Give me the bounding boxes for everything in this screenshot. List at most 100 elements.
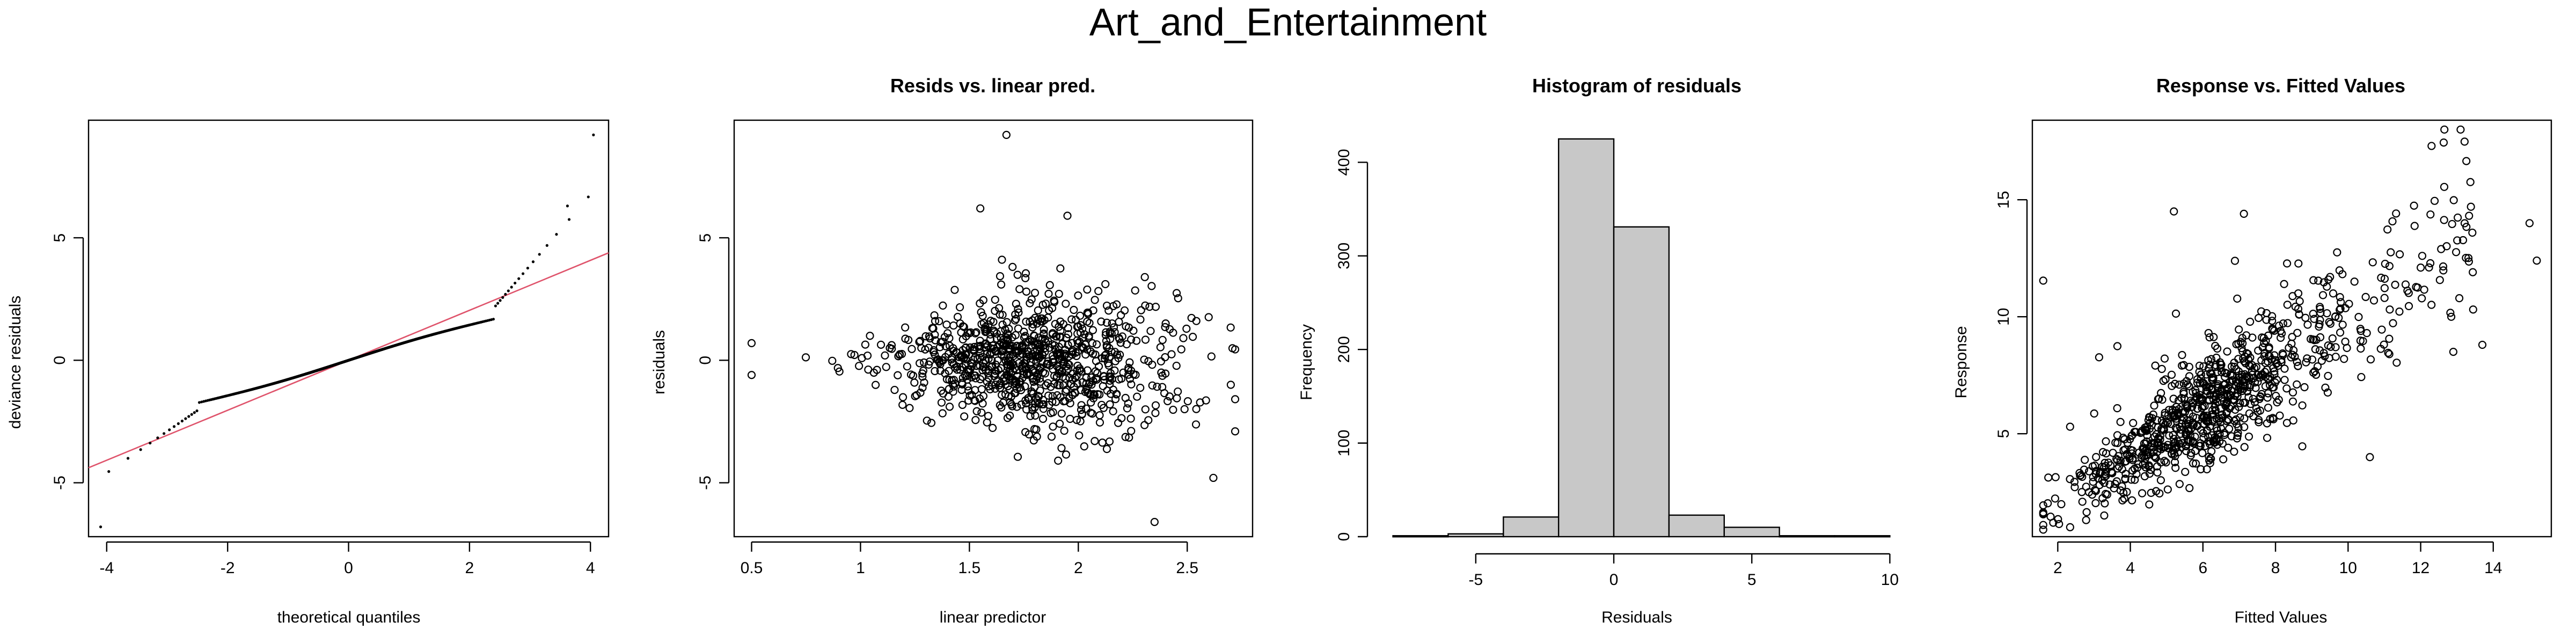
residual-point	[1125, 433, 1133, 442]
fitted-point	[2377, 273, 2385, 282]
fitted-point	[2354, 313, 2363, 321]
fitted-point	[2234, 355, 2243, 363]
x-tick-label: 10	[2339, 559, 2357, 577]
residual-point	[1049, 422, 1057, 431]
fitted-point	[2465, 211, 2473, 220]
fitted-point	[2145, 413, 2154, 421]
fitted-point	[2377, 325, 2386, 334]
residual-point	[1034, 306, 1042, 314]
residual-point	[1040, 329, 1048, 338]
fitted-point	[2173, 409, 2182, 419]
residual-point	[1050, 379, 1059, 388]
figure-title: Art_and_Entertainment	[1089, 1, 1487, 44]
residual-point	[1163, 397, 1172, 406]
fitted-point	[2288, 350, 2297, 359]
residual-point	[918, 383, 927, 392]
residual-point	[1145, 303, 1154, 311]
panel-2-ylabel: residuals	[650, 330, 668, 394]
residual-point	[1024, 368, 1033, 377]
fitted-point	[2311, 345, 2319, 354]
panel-3-title: Histogram of residuals	[1532, 75, 1741, 97]
residual-point	[1124, 370, 1133, 379]
fitted-point	[2331, 343, 2340, 352]
qq-point	[538, 253, 541, 256]
fitted-point	[2183, 380, 2192, 389]
residual-point	[991, 295, 999, 304]
fitted-point	[2395, 307, 2404, 316]
fitted-point	[2232, 365, 2241, 374]
residual-point	[972, 407, 981, 415]
fitted-point	[2236, 399, 2244, 407]
fitted-point	[2224, 443, 2233, 452]
residual-point	[866, 332, 874, 340]
residual-point	[931, 367, 939, 376]
residual-point	[931, 350, 939, 359]
residual-point	[1188, 333, 1197, 341]
fitted-point	[2244, 350, 2252, 358]
fitted-point	[2193, 404, 2202, 413]
residual-point	[898, 393, 908, 401]
fitted-point	[2336, 328, 2345, 337]
residual-point	[955, 303, 964, 312]
residual-point	[1028, 375, 1037, 383]
residual-point	[960, 412, 969, 421]
residual-point	[949, 387, 957, 396]
residual-point	[1049, 408, 1057, 416]
fitted-point	[2324, 371, 2332, 380]
fitted-point	[2180, 394, 2189, 403]
fitted-point	[2282, 419, 2291, 427]
fitted-point	[2147, 488, 2155, 497]
residual-point	[1156, 343, 1165, 352]
qq-point	[521, 272, 525, 275]
residual-point	[905, 404, 914, 412]
qq-point	[107, 470, 111, 473]
residual-point	[871, 380, 880, 389]
fitted-point	[2242, 331, 2251, 340]
residual-point	[1034, 333, 1043, 342]
fitted-point	[2164, 419, 2172, 427]
residual-point	[1183, 397, 1192, 406]
fitted-point	[2282, 259, 2292, 268]
residual-point	[1148, 381, 1157, 390]
qq-point	[149, 441, 152, 445]
fitted-point	[2253, 407, 2262, 416]
fitted-point	[2260, 349, 2269, 357]
qq-point	[162, 432, 166, 435]
qq-point	[139, 448, 142, 451]
residual-point	[1097, 400, 1106, 409]
residual-point	[942, 320, 951, 329]
residual-point	[1038, 400, 1046, 408]
fitted-point	[2341, 304, 2350, 312]
fitted-point	[2341, 338, 2350, 346]
fitted-point	[2222, 369, 2231, 378]
fitted-point	[2314, 276, 2323, 285]
residual-point	[951, 363, 960, 372]
residual-point	[1014, 324, 1022, 333]
fitted-point	[2418, 252, 2427, 260]
fitted-point	[2293, 328, 2302, 337]
residual-point	[1011, 389, 1020, 398]
residual-point	[1124, 365, 1133, 375]
residual-point	[971, 374, 980, 383]
residual-point	[1075, 311, 1085, 320]
fitted-point	[2533, 256, 2541, 265]
fitted-point	[2385, 262, 2394, 270]
fitted-point	[2070, 483, 2079, 492]
fitted-point	[2467, 202, 2475, 211]
fitted-point	[2091, 499, 2100, 508]
fitted-point	[2234, 339, 2243, 348]
residual-point	[1077, 406, 1086, 414]
panel-4-plot-area: 2 4 6 8 10 12 14 5 10 15	[1995, 119, 2552, 577]
fitted-point	[2116, 486, 2125, 495]
fitted-point	[2455, 294, 2464, 303]
fitted-point	[2085, 467, 2094, 475]
fitted-point	[2186, 451, 2195, 460]
fitted-point	[2160, 425, 2169, 434]
residual-point	[981, 323, 990, 331]
fitted-point	[2051, 473, 2060, 481]
fitted-point	[2163, 485, 2172, 494]
residual-point	[1172, 361, 1181, 370]
fitted-point	[2221, 380, 2229, 389]
residual-point	[1165, 325, 1174, 334]
